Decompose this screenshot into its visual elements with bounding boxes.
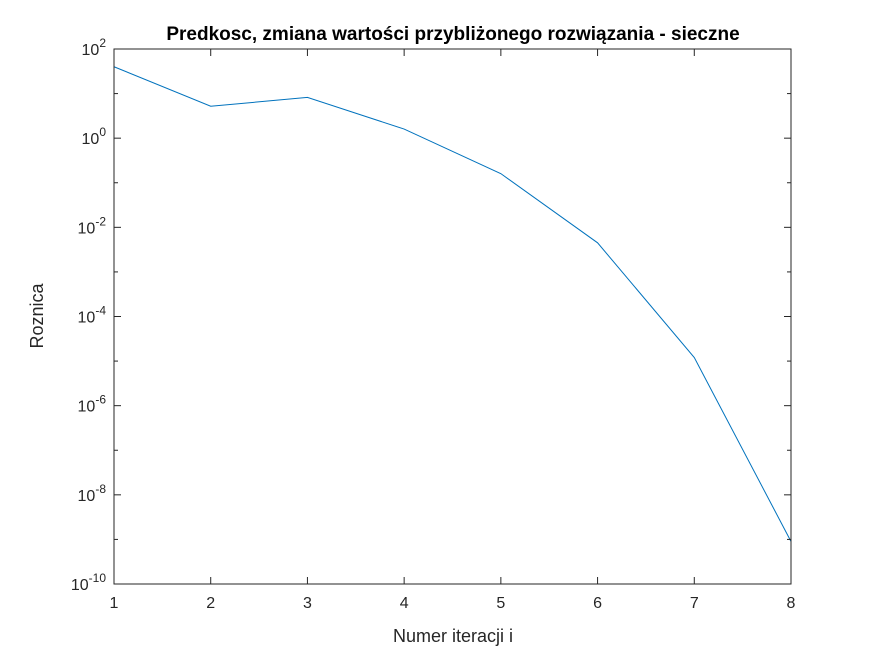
series-line	[113, 66, 792, 542]
x-tick-label: 5	[496, 595, 505, 612]
plot-area	[113, 66, 792, 542]
y-tick-label: 100	[82, 125, 107, 148]
y-axis-label: Roznica	[27, 282, 47, 348]
y-tick-label: 10-4	[78, 304, 107, 327]
x-tick-label: 3	[303, 595, 312, 612]
x-tick-label: 1	[110, 595, 119, 612]
axes-box	[113, 48, 792, 585]
x-tick-label: 7	[690, 595, 699, 612]
x-tick-label: 4	[400, 595, 409, 612]
ticks: 1 2 3 4 5 6 7 8 10-10 10-8 10-6 10-4 10-2 100 102	[71, 36, 796, 612]
y-tick-label: 10-8	[78, 482, 107, 505]
y-tick-label: 102	[82, 36, 107, 59]
chart-title: Predkosc, zmiana wartości przybliżonego …	[166, 24, 739, 45]
y-tick-label: 10-10	[71, 571, 106, 594]
x-tick-label: 8	[787, 595, 796, 612]
x-axis-label: Numer iteracji i	[393, 626, 513, 646]
y-tick-label: 10-2	[78, 214, 107, 237]
x-tick-label: 2	[206, 595, 215, 612]
x-tick-label: 6	[593, 595, 602, 612]
y-tick-label: 10-6	[78, 393, 107, 416]
